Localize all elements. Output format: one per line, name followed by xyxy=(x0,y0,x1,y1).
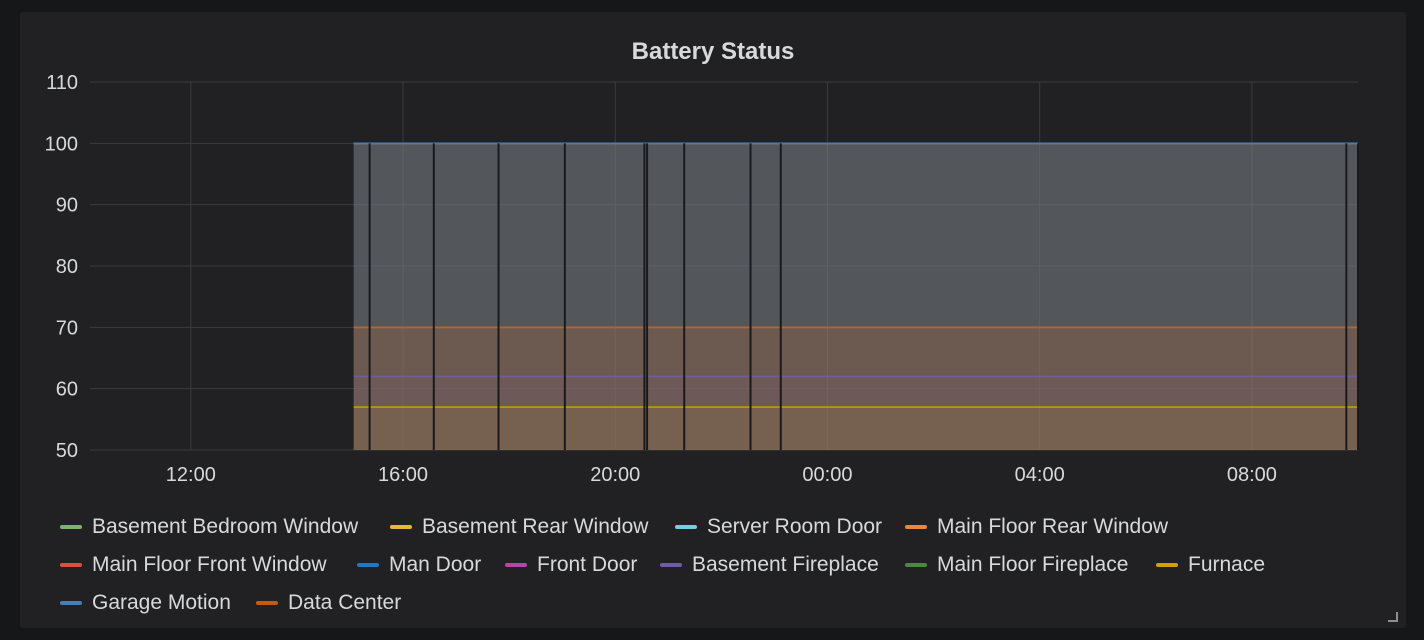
legend-item[interactable]: Basement Bedroom Window xyxy=(60,512,358,542)
series-area xyxy=(353,143,1359,451)
legend-swatch xyxy=(390,525,412,529)
series-area xyxy=(353,407,1359,450)
legend-item[interactable]: Main Floor Fireplace xyxy=(905,550,1128,580)
series-area xyxy=(353,143,1359,451)
legend-item[interactable]: Man Door xyxy=(357,550,481,580)
x-tick-label: 16:00 xyxy=(378,464,428,486)
legend-label: Data Center xyxy=(288,591,402,614)
legend-swatch xyxy=(256,601,278,605)
legend-swatch xyxy=(905,525,927,529)
panel-title[interactable]: Battery Status xyxy=(631,38,795,65)
y-tick-label: 90 xyxy=(56,195,78,217)
series-area xyxy=(353,143,1359,451)
legend-item[interactable]: Basement Fireplace xyxy=(660,550,879,580)
x-tick-label: 12:00 xyxy=(166,464,216,486)
series-area xyxy=(353,143,1359,451)
series-area xyxy=(353,327,1359,450)
legend-label: Man Door xyxy=(389,553,482,576)
legend-swatch xyxy=(505,563,527,567)
series-area xyxy=(353,376,1359,450)
legend-item[interactable]: Main Floor Rear Window xyxy=(905,512,1168,542)
legend-label: Front Door xyxy=(537,553,638,576)
graph-panel: Battery Status 50 60 70 80 90 100 110 12:00 16:0… xyxy=(20,12,1406,628)
y-tick-label: 80 xyxy=(56,256,78,278)
legend-item[interactable]: Garage Motion xyxy=(60,588,231,618)
series-area xyxy=(353,327,1359,450)
y-tick-label: 70 xyxy=(56,317,78,339)
resize-handle[interactable] xyxy=(1388,612,1398,622)
legend-label: Basement Fireplace xyxy=(692,553,879,576)
x-tick-label: 08:00 xyxy=(1227,464,1277,486)
legend-item[interactable]: Main Floor Front Window xyxy=(60,550,327,580)
legend-swatch xyxy=(660,563,682,567)
legend-item[interactable]: Basement Rear Window xyxy=(390,512,648,542)
y-tick-label: 100 xyxy=(45,133,78,155)
legend-item[interactable]: Furnace xyxy=(1156,550,1265,580)
legend-swatch xyxy=(60,563,82,567)
series-area xyxy=(353,143,1359,451)
y-tick-label: 110 xyxy=(46,72,78,94)
legend-item[interactable]: Server Room Door xyxy=(675,512,882,542)
legend-item[interactable]: Front Door xyxy=(505,550,637,580)
legend-swatch xyxy=(905,563,927,567)
legend-swatch xyxy=(60,601,82,605)
y-tick-label: 60 xyxy=(56,379,78,401)
legend-swatch xyxy=(357,563,379,567)
battery-status-chart: 50 60 70 80 90 100 110 12:00 16:00 20:00 00:00 04:0… xyxy=(45,72,1359,486)
x-tick-label: 00:00 xyxy=(802,464,852,486)
legend-label: Furnace xyxy=(1188,553,1266,576)
legend-swatch xyxy=(1156,563,1178,567)
x-tick-label: 20:00 xyxy=(590,464,640,486)
legend-item[interactable]: Data Center xyxy=(256,588,401,618)
legend-label: Main Floor Fireplace xyxy=(937,553,1129,576)
legend-label: Garage Motion xyxy=(92,591,231,614)
legend-swatch xyxy=(60,525,82,529)
legend-swatch xyxy=(675,525,697,529)
series-area xyxy=(353,143,1359,451)
y-tick-label: 50 xyxy=(56,440,78,462)
legend-label: Basement Rear Window xyxy=(422,515,649,538)
series-area xyxy=(353,143,1359,451)
legend-label: Main Floor Rear Window xyxy=(937,515,1169,538)
series-area xyxy=(353,143,1359,451)
legend-label: Basement Bedroom Window xyxy=(92,515,359,538)
legend-label: Main Floor Front Window xyxy=(92,553,327,576)
x-tick-label: 04:00 xyxy=(1015,464,1065,486)
legend-label: Server Room Door xyxy=(707,515,883,538)
